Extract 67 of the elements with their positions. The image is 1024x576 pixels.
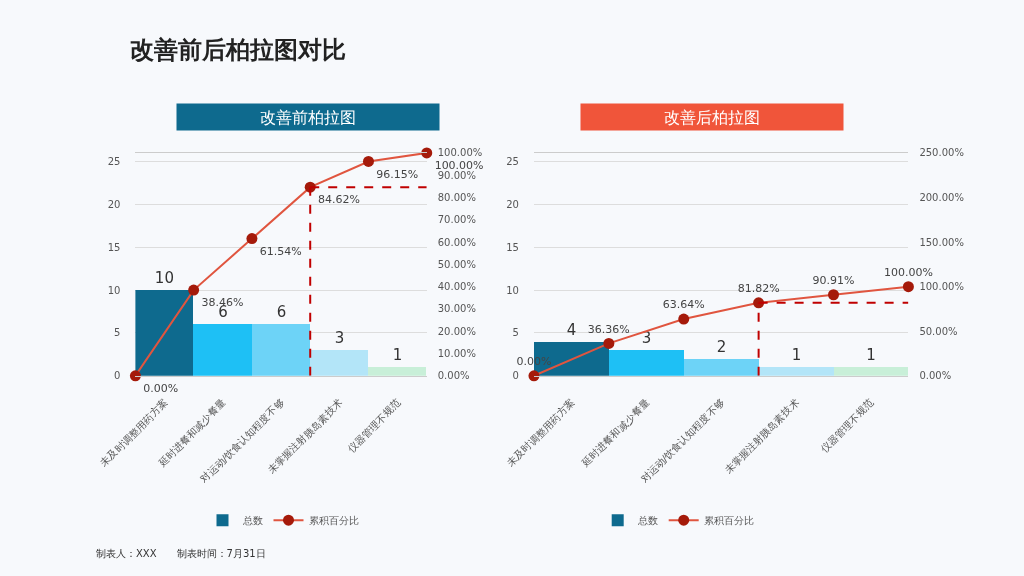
y2-tick-label: 250.00% bbox=[919, 147, 964, 159]
legend-label: 总数 bbox=[636, 515, 658, 527]
legend-label: 累积百分比 bbox=[703, 515, 754, 527]
y2-tick-label: 60.00% bbox=[437, 236, 476, 248]
y2-tick-label: 100.00% bbox=[919, 281, 964, 293]
bar bbox=[310, 349, 369, 376]
y2-tick-label: 80.00% bbox=[437, 191, 476, 203]
data-label: 4 bbox=[566, 320, 577, 339]
data-label: 63.64% bbox=[662, 298, 705, 312]
legend-label: 总数 bbox=[241, 515, 263, 527]
bar bbox=[368, 366, 427, 376]
bar bbox=[683, 358, 759, 376]
y-tick-label: 25 bbox=[506, 155, 519, 167]
data-label: 2 bbox=[716, 337, 727, 356]
data-label: 0.00% bbox=[143, 381, 179, 395]
data-label: 1 bbox=[791, 345, 802, 364]
y2-tick-label: 100.00% bbox=[437, 147, 483, 159]
y2-tick-label: 70.00% bbox=[437, 214, 476, 226]
data-label: 3 bbox=[334, 328, 345, 347]
y2-tick-label: 50.00% bbox=[919, 325, 958, 337]
bar bbox=[833, 366, 908, 376]
y-tick-label: 20 bbox=[506, 198, 519, 210]
y2-tick-label: 90.00% bbox=[437, 169, 476, 181]
y2-tick-label: 10.00% bbox=[437, 348, 476, 359]
x-tick-label: 未掌握注射胰岛素技术 bbox=[722, 396, 802, 476]
x-tick-label: 仪器管理不规范 bbox=[345, 396, 403, 455]
bar bbox=[193, 323, 253, 376]
y2-tick-label: 0.00% bbox=[437, 370, 470, 382]
data-label: 96.15% bbox=[376, 167, 419, 181]
text: 制表人：XXX 制表时间：7月31日 bbox=[96, 548, 266, 559]
data-label: 61.54% bbox=[259, 244, 302, 258]
y-tick-label: 0 bbox=[512, 370, 519, 382]
y2-tick-label: 0.00% bbox=[919, 370, 952, 382]
y2-tick-label: 50.00% bbox=[437, 258, 476, 270]
chart-title: 改善后柏拉图 bbox=[664, 107, 760, 127]
data-label: 36.36% bbox=[587, 322, 630, 336]
y-tick-label: 10 bbox=[506, 284, 519, 296]
chart-title: 改善前柏拉图 bbox=[260, 107, 356, 127]
bar bbox=[135, 289, 194, 376]
y-tick-label: 10 bbox=[107, 284, 121, 296]
x-tick-label: 未及时调整用药方案 bbox=[504, 396, 577, 469]
y-tick-label: 20 bbox=[107, 198, 121, 210]
bar bbox=[608, 349, 684, 376]
y2-tick-label: 200.00% bbox=[919, 191, 964, 203]
data-label: 0.00% bbox=[516, 355, 552, 369]
data-label: 81.82% bbox=[737, 282, 780, 296]
data-label: 1 bbox=[866, 345, 876, 364]
data-label: 90.91% bbox=[812, 274, 855, 288]
y-tick-label: 5 bbox=[114, 327, 121, 339]
y2-tick-label: 150.00% bbox=[919, 236, 964, 248]
data-label: 6 bbox=[276, 302, 287, 321]
text: 改善前后柏拉图对比 bbox=[130, 36, 346, 64]
y2-tick-label: 30.00% bbox=[437, 303, 476, 315]
bar bbox=[252, 323, 311, 376]
y-tick-label: 15 bbox=[506, 241, 519, 253]
y-tick-label: 15 bbox=[107, 241, 121, 253]
y-tick-label: 25 bbox=[107, 155, 121, 167]
data-label: 100.00% bbox=[883, 266, 933, 280]
y-tick-label: 5 bbox=[512, 327, 519, 339]
data-label: 10 bbox=[154, 268, 174, 287]
y2-tick-label: 20.00% bbox=[437, 325, 476, 337]
legend-label: 累积百分比 bbox=[308, 515, 359, 527]
data-label: 84.62% bbox=[318, 193, 361, 207]
x-tick-label: 仪器管理不规范 bbox=[818, 396, 876, 455]
data-label: 1 bbox=[392, 345, 403, 364]
y-tick-label: 0 bbox=[114, 370, 121, 382]
y2-tick-label: 40.00% bbox=[437, 281, 476, 293]
